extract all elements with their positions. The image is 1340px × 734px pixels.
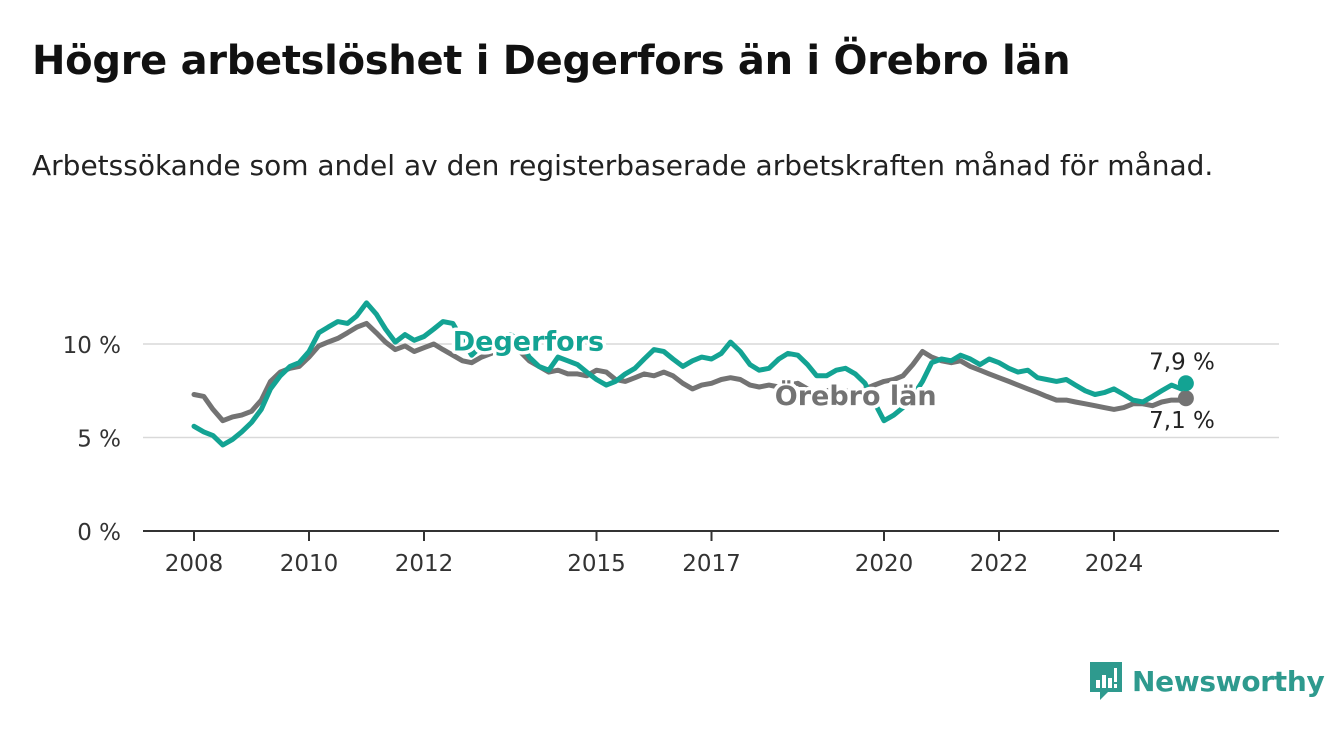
y-tick-label: 10 % [63,333,121,359]
series-label-orebro-lan: Örebro län [775,379,937,412]
x-tick-label: 2010 [280,551,339,577]
x-tick-label: 2012 [395,551,454,577]
x-tick-label: 2020 [855,551,914,577]
x-tick-label: 2015 [567,551,626,577]
series-line-degerfors [191,300,1189,448]
end-label-degerfors: 7,9 % [1149,349,1215,375]
end-label-orebro-lan: 7,1 % [1149,408,1215,434]
x-tick-label: 2024 [1085,551,1144,577]
y-tick-label: 5 % [77,427,121,453]
y-axis-ticks: 0 % 5 % 10 % [63,333,121,546]
end-point-orebro-lan [1177,390,1194,407]
chart-title: Högre arbetslöshet i Degerfors än i Öreb… [32,38,1071,84]
series-line-orebro-lan [191,320,1189,424]
end-point-degerfors [1177,375,1194,392]
series-lines [191,300,1194,448]
chart-subtitle: Arbetssökande som andel av den registerb… [32,149,1214,182]
series-label-degerfors: Degerfors [453,327,604,358]
x-tick-label: 2017 [682,551,741,577]
newsworthy-brand: Newsworthy [1088,660,1325,702]
y-tick-label: 0 % [77,520,121,546]
x-axis: 2008 2010 2012 2015 2017 2020 2022 2024 [143,530,1279,577]
gridlines [143,343,1279,439]
series-labels: Degerfors Örebro län 7,9 % 7,1 % [449,323,1217,437]
x-tick-label: 2008 [165,551,224,577]
x-tick-label: 2022 [970,551,1029,577]
newsworthy-logo-icon [1090,662,1122,700]
brand-name: Newsworthy [1132,664,1325,698]
